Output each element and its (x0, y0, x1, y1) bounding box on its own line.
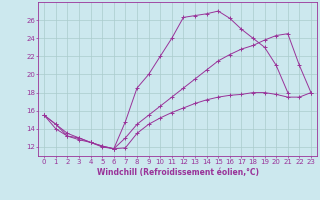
X-axis label: Windchill (Refroidissement éolien,°C): Windchill (Refroidissement éolien,°C) (97, 168, 259, 177)
